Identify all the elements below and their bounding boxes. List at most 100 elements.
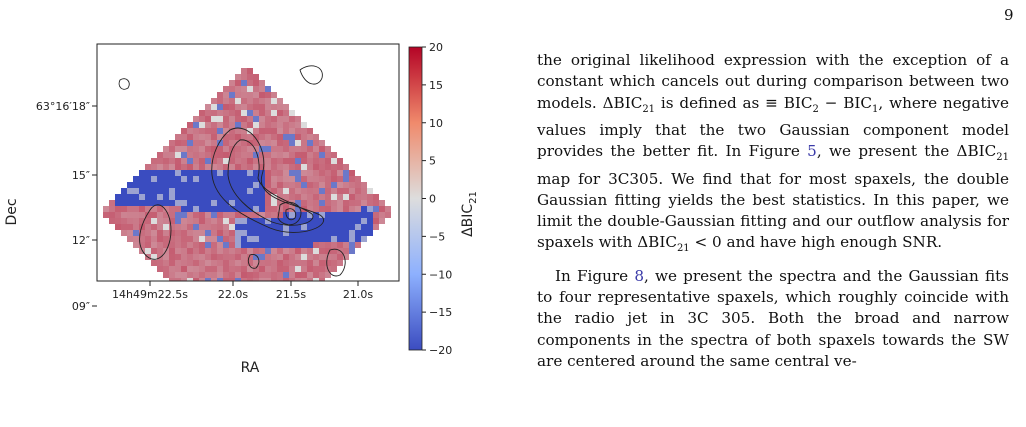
heatmap-cell	[223, 218, 229, 224]
heatmap-cell	[283, 278, 289, 281]
heatmap-cell	[313, 254, 319, 260]
heatmap-cell	[295, 194, 301, 200]
heatmap-cell	[283, 164, 289, 170]
heatmap-cell	[211, 242, 217, 248]
heatmap-cell	[247, 272, 253, 278]
heatmap-cell	[199, 260, 205, 266]
heatmap-cell	[193, 296, 199, 302]
heatmap-cell	[253, 134, 259, 140]
heatmap-cell	[277, 104, 283, 110]
heatmap-cell	[319, 182, 325, 188]
heatmap-cell	[181, 212, 187, 218]
heatmap-cell	[325, 200, 331, 206]
heatmap-cell	[235, 308, 241, 314]
heatmap-cell	[277, 170, 283, 176]
heatmap-cell	[241, 260, 247, 266]
heatmap-cell	[379, 212, 385, 218]
heatmap-cell	[331, 182, 337, 188]
heatmap-cell	[295, 158, 301, 164]
heatmap-cell	[259, 242, 265, 248]
heatmap-cell	[307, 152, 313, 158]
heatmap-cell	[277, 224, 283, 230]
heatmap-cell	[307, 170, 313, 176]
heatmap-cell	[325, 170, 331, 176]
heatmap-cell	[361, 194, 367, 200]
heatmap-cell	[319, 152, 325, 158]
heatmap-cell	[343, 224, 349, 230]
heatmap-cell	[307, 158, 313, 164]
heatmap-cell	[259, 152, 265, 158]
heatmap-cell	[175, 188, 181, 194]
heatmap-cell	[211, 206, 217, 212]
heatmap-cell	[259, 290, 265, 296]
heatmap-cell	[283, 266, 289, 272]
heatmap-cell	[217, 110, 223, 116]
heatmap-cell	[175, 140, 181, 146]
heatmap-cell	[199, 296, 205, 302]
heatmap-cell	[169, 266, 175, 272]
heatmap-cell	[295, 212, 301, 218]
heatmap-cell	[271, 314, 277, 320]
heatmap-cell	[247, 230, 253, 236]
heatmap-cell	[109, 212, 115, 218]
heatmap-cell	[277, 230, 283, 236]
heatmap-cell	[367, 224, 373, 230]
heatmap-cell	[247, 98, 253, 104]
heatmap-cell	[199, 188, 205, 194]
heatmap-cell	[127, 200, 133, 206]
heatmap-cell	[265, 290, 271, 296]
heatmap-cell	[367, 194, 373, 200]
heatmap-cell	[211, 278, 217, 281]
heatmap-cell	[175, 200, 181, 206]
heatmap-cell	[289, 230, 295, 236]
heatmap-cell	[331, 254, 337, 260]
heatmap-cell	[193, 158, 199, 164]
heatmap-cell	[157, 176, 163, 182]
heatmap-cell	[265, 266, 271, 272]
heatmap-cell	[211, 248, 217, 254]
heatmap-cell	[235, 272, 241, 278]
heatmap-cell	[283, 188, 289, 194]
heatmap-cell	[259, 284, 265, 290]
heatmap-cell	[283, 176, 289, 182]
heatmap-cell	[205, 314, 211, 320]
heatmap-cell	[211, 134, 217, 140]
heatmap-cell	[337, 242, 343, 248]
heatmap-cell	[223, 176, 229, 182]
figure-ref-link[interactable]: 5	[807, 142, 817, 161]
heatmap-cell	[181, 146, 187, 152]
heatmap-cell	[253, 200, 259, 206]
heatmap-cell	[241, 254, 247, 260]
heatmap-cell	[247, 182, 253, 188]
heatmap-cell	[277, 122, 283, 128]
heatmap-cell	[343, 254, 349, 260]
heatmap-cell	[343, 188, 349, 194]
heatmap-cell	[205, 158, 211, 164]
heatmap-cell	[223, 248, 229, 254]
heatmap-cell	[151, 248, 157, 254]
heatmap-cell	[229, 200, 235, 206]
heatmap-cell	[133, 200, 139, 206]
heatmap-cell	[151, 242, 157, 248]
heatmap-cell	[259, 296, 265, 302]
heatmap-cell	[295, 242, 301, 248]
heatmap-cell	[271, 236, 277, 242]
heatmap-cell	[175, 254, 181, 260]
heatmap-cell	[217, 326, 223, 332]
heatmap-cell	[223, 242, 229, 248]
heatmap-cell	[271, 110, 277, 116]
heatmap-cell	[211, 320, 217, 326]
heatmap-cell	[271, 278, 277, 281]
heatmap-cell	[307, 176, 313, 182]
heatmap-cell	[241, 200, 247, 206]
heatmap-cell	[301, 164, 307, 170]
heatmap-cell	[247, 146, 253, 152]
heatmap-cell	[127, 236, 133, 242]
colorbar-tick-label: 20	[429, 41, 443, 54]
heatmap-cell	[235, 122, 241, 128]
heatmap-cell	[289, 182, 295, 188]
figure-ref-link[interactable]: 8	[634, 266, 644, 285]
heatmap-cell	[349, 188, 355, 194]
heatmap-cell	[331, 164, 337, 170]
heatmap-cell	[247, 314, 253, 320]
